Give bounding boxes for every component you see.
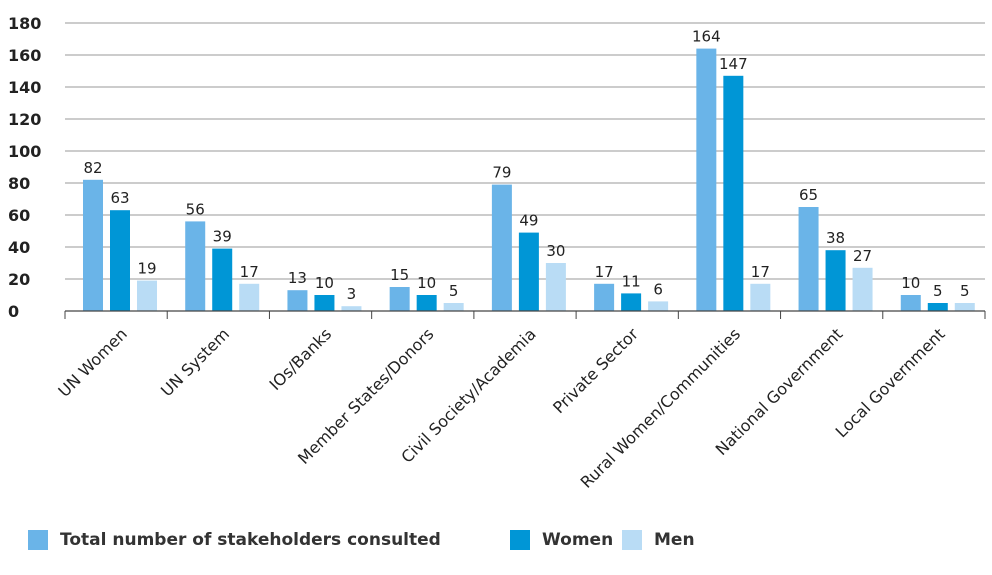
data-label: 19: [137, 260, 156, 278]
bar: [185, 221, 206, 311]
bar: [212, 248, 233, 311]
bar: [927, 303, 948, 311]
x-tick-label: UN Women: [54, 324, 130, 400]
y-tick-label: 120: [8, 110, 41, 129]
bar: [954, 303, 975, 311]
data-label: 10: [901, 274, 920, 292]
bar: [137, 280, 157, 311]
legend-item-women: Women: [510, 525, 613, 555]
bar-group: 82 63 19 56 39 17 13 10 3 15 10 5 79 49 30 17 11 6 164 147 1…: [83, 28, 975, 311]
legend: Total number of stakeholders consulted W…: [28, 525, 968, 555]
data-label: 79: [492, 164, 511, 182]
gridlines: [65, 22, 985, 280]
legend-label-total: Total number of stakeholders consulted: [60, 530, 441, 550]
data-label: 6: [653, 280, 663, 298]
bar: [83, 179, 103, 311]
bar: [798, 207, 819, 311]
chart-canvas: 82 63 19 56 39 17 13 10 3 15 10 5 79 49 30 17 11 6 164 147 1…: [8, 14, 986, 492]
data-label: 17: [751, 263, 770, 281]
legend-label-women: Women: [542, 530, 614, 550]
bar: [389, 287, 410, 311]
y-tick-label: 20: [8, 270, 30, 289]
data-label: 39: [213, 228, 232, 246]
bar: [443, 303, 464, 311]
bar: [723, 75, 744, 311]
bar: [825, 250, 846, 311]
data-label: 56: [186, 200, 205, 218]
y-tick-label: 140: [8, 78, 41, 97]
y-tick-label: 180: [8, 14, 41, 33]
x-tick-label: Local Government: [832, 324, 949, 441]
y-tick-label: 0: [8, 302, 19, 321]
y-tick-label: 80: [8, 174, 30, 193]
data-label: 63: [110, 189, 129, 207]
y-tick-label: 100: [8, 142, 41, 161]
bar: [416, 295, 437, 311]
data-label: 13: [288, 269, 307, 287]
bar: [110, 210, 130, 311]
data-label: 10: [417, 274, 436, 292]
bar: [491, 184, 512, 311]
legend-label-men: Men: [654, 530, 695, 550]
x-tick-label: Private Sector: [549, 324, 642, 417]
bar: [594, 283, 615, 311]
x-tick-label: Rural Women/Communities: [577, 324, 744, 491]
bar: [750, 283, 771, 311]
legend-swatch-total: [28, 530, 48, 550]
bar: [341, 306, 362, 311]
bar: [518, 232, 539, 311]
data-label: 5: [933, 282, 943, 300]
data-label: 30: [546, 242, 565, 260]
data-label: 65: [799, 186, 818, 204]
data-label: 10: [315, 274, 334, 292]
data-label: 3: [347, 285, 357, 303]
bar: [648, 301, 669, 311]
legend-item-total: Total number of stakeholders consulted: [28, 525, 441, 555]
legend-swatch-men: [622, 530, 642, 550]
x-tick-label: UN System: [157, 324, 233, 400]
bar: [545, 263, 566, 311]
data-label: 38: [826, 229, 845, 247]
y-tick-label: 160: [8, 46, 41, 65]
bar: [900, 295, 921, 311]
y-tick-label: 60: [8, 206, 30, 225]
data-label: 5: [960, 282, 970, 300]
data-label: 82: [83, 159, 102, 177]
bar: [314, 295, 335, 311]
bar: [621, 293, 642, 311]
data-label: 5: [449, 282, 459, 300]
data-label: 27: [853, 247, 872, 265]
data-label: 17: [240, 263, 259, 281]
bar: [287, 290, 308, 311]
bar: [852, 267, 873, 311]
data-label: 11: [622, 272, 641, 290]
data-label: 15: [390, 266, 409, 284]
legend-item-men: Men: [622, 525, 695, 555]
data-label: 147: [719, 55, 748, 73]
bar: [696, 48, 717, 311]
data-label: 164: [692, 28, 721, 46]
legend-swatch-women: [510, 530, 530, 550]
y-tick-label: 40: [8, 238, 30, 257]
bar: [239, 283, 260, 311]
data-label: 49: [519, 212, 538, 230]
data-label: 17: [595, 263, 614, 281]
x-tick-label: IOs/Banks: [266, 324, 336, 394]
